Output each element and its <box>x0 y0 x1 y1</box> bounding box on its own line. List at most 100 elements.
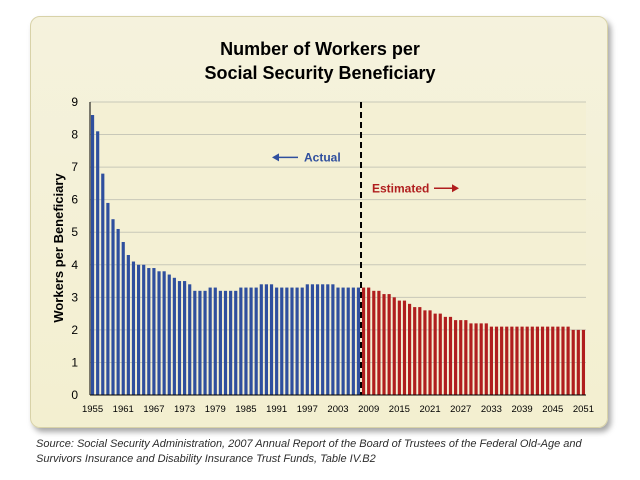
bar <box>264 284 268 395</box>
bar <box>254 287 258 395</box>
bar <box>576 329 580 395</box>
chart-title-line1: Number of Workers per <box>220 39 420 59</box>
bar <box>285 287 289 395</box>
bar <box>162 271 166 395</box>
chart-title-line2: Social Security Beneficiary <box>204 63 435 83</box>
bar <box>387 294 391 395</box>
bar <box>315 284 320 395</box>
bar <box>474 323 478 395</box>
bar <box>377 290 381 395</box>
y-tick-label: 4 <box>71 258 78 272</box>
bar <box>515 326 519 395</box>
estimated-arrow <box>434 184 459 193</box>
bar <box>367 287 371 395</box>
bar <box>561 326 565 395</box>
bar <box>448 316 453 395</box>
bar <box>321 284 325 395</box>
bar <box>484 323 488 395</box>
bar <box>397 300 401 395</box>
bar <box>556 326 560 395</box>
actual-arrow-head <box>272 153 279 162</box>
x-tick-label: 1991 <box>266 404 287 415</box>
bars <box>90 115 586 396</box>
bar <box>183 281 187 395</box>
bar <box>443 316 447 395</box>
bar <box>259 284 263 395</box>
bar <box>454 320 458 395</box>
bar <box>234 290 238 395</box>
bar <box>177 281 182 395</box>
bar <box>300 287 304 395</box>
y-tick-label: 1 <box>71 355 78 369</box>
bar <box>346 287 350 395</box>
x-tick-label: 2009 <box>358 404 379 415</box>
x-tick-label: 1967 <box>143 404 164 415</box>
bar <box>500 326 504 395</box>
x-tick-label: 1961 <box>113 404 134 415</box>
x-tick-label: 2015 <box>389 404 410 415</box>
bar <box>428 310 432 395</box>
bar <box>331 284 335 395</box>
bar <box>361 287 366 395</box>
x-tick-label: 2027 <box>450 404 471 415</box>
bar <box>356 287 361 395</box>
bar <box>229 290 233 395</box>
bar <box>193 290 197 395</box>
bar <box>341 287 345 395</box>
bar <box>305 284 309 395</box>
bar <box>310 284 315 395</box>
bar <box>142 264 146 395</box>
bar <box>479 323 483 395</box>
x-tick-label: 2045 <box>542 404 563 415</box>
bar <box>126 255 130 395</box>
bar <box>188 284 192 395</box>
bar <box>121 241 125 395</box>
y-tick-label: 6 <box>71 193 78 207</box>
bar <box>249 287 253 395</box>
bar <box>244 287 248 395</box>
bar <box>581 329 586 395</box>
bar <box>535 326 540 395</box>
bar <box>131 261 136 395</box>
bar <box>402 300 407 395</box>
x-tick-label: 2033 <box>481 404 502 415</box>
y-tick-label: 2 <box>71 323 78 337</box>
bar <box>218 290 222 395</box>
x-tick-label: 2039 <box>512 404 533 415</box>
bar <box>494 326 499 395</box>
y-tick-label: 9 <box>71 95 78 109</box>
bar <box>203 290 207 395</box>
x-tick-label: 2003 <box>327 404 348 415</box>
bar <box>101 173 105 395</box>
bar <box>198 290 202 395</box>
x-tick-label: 1997 <box>297 404 318 415</box>
bar <box>290 287 294 395</box>
bar <box>147 268 151 395</box>
bar <box>464 320 468 395</box>
bar <box>275 287 279 395</box>
bar <box>489 326 493 395</box>
bar <box>510 326 514 395</box>
bar <box>433 313 437 395</box>
x-tick-label: 1955 <box>82 404 103 415</box>
x-tick-label: 1985 <box>235 404 256 415</box>
y-tick-label: 5 <box>71 225 78 239</box>
axes <box>89 102 586 396</box>
bar <box>152 268 156 395</box>
estimated-label: Estimated <box>372 181 429 195</box>
bar <box>167 274 171 395</box>
bar <box>96 131 100 396</box>
bar <box>571 329 575 395</box>
actual-arrow <box>272 153 298 162</box>
bar <box>540 326 545 395</box>
source-note: Source: Social Security Administration, … <box>36 438 582 465</box>
bar <box>280 287 284 395</box>
y-tick-label: 0 <box>71 388 78 402</box>
actual-label: Actual <box>304 150 341 164</box>
bar <box>269 284 274 395</box>
bar <box>423 310 427 395</box>
bar <box>172 277 176 395</box>
x-tick-label: 2051 <box>573 404 594 415</box>
bar <box>336 287 340 395</box>
